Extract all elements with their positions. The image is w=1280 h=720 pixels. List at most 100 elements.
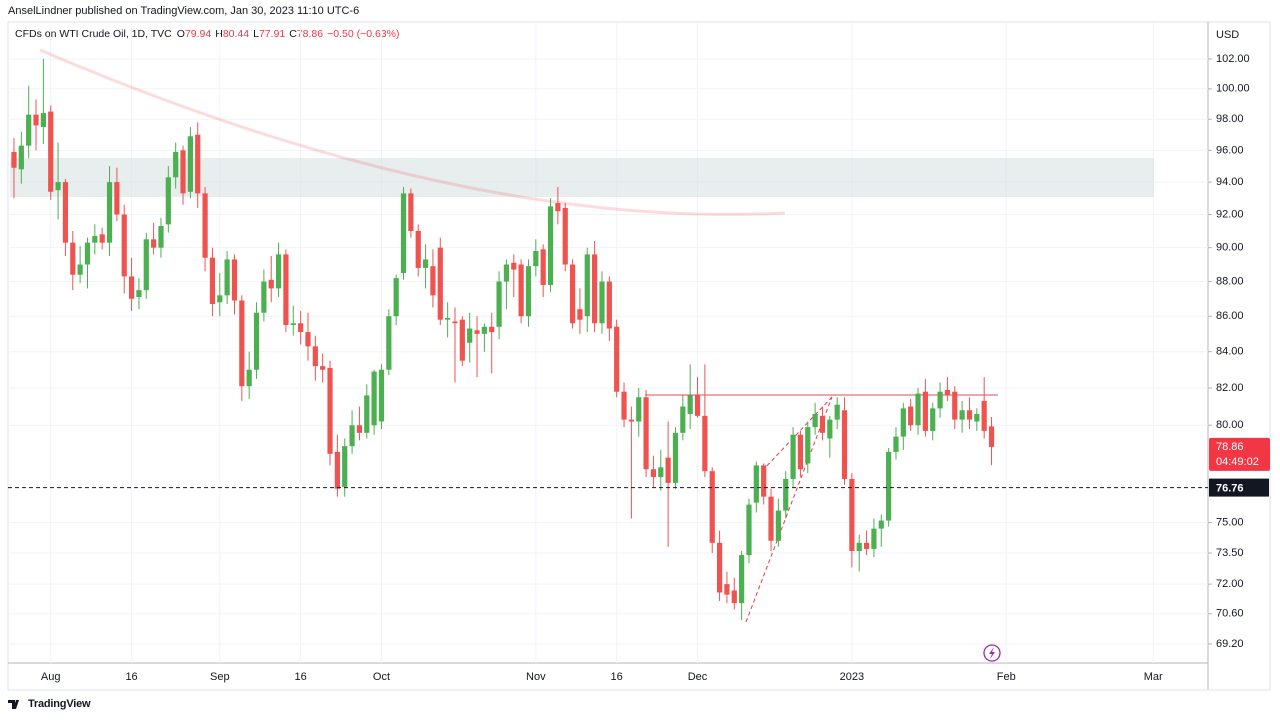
candle-body — [886, 451, 892, 521]
candle-body — [467, 328, 473, 343]
candle-body — [856, 542, 862, 551]
candle-body — [114, 182, 120, 215]
x-tick-label: Mar — [1144, 671, 1163, 683]
candle-body — [783, 478, 789, 511]
y-tick-label: 96.00 — [1216, 144, 1244, 156]
candle-body — [922, 391, 928, 431]
y-tick-label: 86.00 — [1216, 310, 1244, 322]
replay-icon[interactable] — [983, 644, 1001, 662]
candle-body — [33, 114, 39, 126]
candle-body — [195, 134, 201, 194]
level-label-box — [1209, 478, 1269, 497]
y-tick-label: 84.00 — [1216, 346, 1244, 358]
candle-body — [680, 406, 686, 433]
candle-body — [400, 193, 407, 274]
candle-body — [805, 427, 811, 464]
legend-key: C — [289, 28, 297, 40]
candle-body — [908, 406, 914, 426]
candle-body — [966, 410, 973, 420]
candle-body — [768, 496, 774, 541]
x-tick-label: Feb — [997, 671, 1016, 683]
candle-body — [430, 266, 436, 296]
candle-body — [143, 239, 149, 291]
candle-body — [327, 367, 333, 454]
legend-key: O — [176, 28, 185, 40]
logo — [8, 700, 19, 709]
candle-body — [930, 408, 936, 431]
x-tick-label: Sep — [210, 671, 230, 683]
legend-value: 80.44 — [222, 28, 250, 40]
candle-body — [92, 235, 98, 243]
candle-body — [643, 397, 649, 470]
candle-body — [364, 395, 370, 433]
candle-body — [797, 434, 804, 470]
candle-body — [944, 389, 951, 396]
candle-body — [408, 193, 414, 232]
candle-body — [863, 542, 870, 549]
level-label: 76.76 — [1216, 482, 1244, 494]
candle-body — [121, 214, 127, 277]
candle-body — [584, 254, 590, 317]
legend-key: L — [253, 28, 259, 40]
x-tick-label: Oct — [373, 671, 390, 683]
candle-body — [753, 465, 759, 503]
candle-body — [790, 434, 796, 479]
candle-body — [761, 465, 767, 497]
candle-body — [636, 397, 642, 422]
publish-info: AnselLindner published on TradingView.co… — [8, 5, 360, 17]
candle-body — [246, 369, 252, 387]
candle-body — [342, 446, 348, 487]
candle-body — [658, 467, 664, 478]
candle-body — [84, 242, 91, 265]
candle-body — [746, 504, 752, 556]
candle-body — [665, 457, 671, 483]
candle-body — [819, 415, 826, 433]
y-tick-label: 100.00 — [1216, 83, 1250, 95]
candle-body — [900, 408, 906, 437]
channel-line — [745, 396, 833, 623]
candle-body — [533, 251, 539, 267]
candle-body — [724, 584, 730, 595]
candle-body — [988, 426, 995, 447]
icon-bolt[interactable] — [989, 647, 995, 659]
icon-circle[interactable] — [983, 644, 1001, 662]
candle-body — [716, 542, 723, 593]
candle-body — [231, 259, 238, 301]
x-tick-label: 2023 — [840, 671, 864, 683]
candle-body — [827, 419, 833, 439]
candle-body — [481, 326, 487, 334]
candle-body — [180, 150, 186, 194]
candle-body — [739, 555, 745, 604]
candle-body — [70, 242, 76, 275]
candle-body — [694, 395, 701, 416]
candle-body — [952, 391, 958, 420]
supply-zone — [10, 158, 1154, 197]
y-tick-label: 70.60 — [1216, 608, 1244, 620]
legend-value: 77.91 — [258, 28, 286, 40]
candle-body — [26, 114, 32, 146]
candle-body — [540, 249, 546, 285]
candle-body — [489, 326, 495, 333]
candle-body — [62, 182, 69, 243]
candle-body — [290, 323, 296, 326]
candle-body — [871, 528, 877, 549]
candle-body — [334, 451, 340, 489]
legend-value: 79.94 — [184, 28, 212, 40]
candle-body — [349, 425, 355, 447]
legend-key: H — [215, 28, 223, 40]
candle-body — [55, 182, 61, 191]
candle-body — [687, 395, 693, 414]
candle-body — [915, 393, 921, 426]
candle-body — [599, 281, 605, 324]
y-tick-label: 92.00 — [1216, 208, 1244, 220]
candle-body — [151, 239, 157, 248]
candle-body — [261, 281, 267, 313]
candle-body — [165, 177, 171, 225]
candle-body — [40, 113, 46, 127]
logo-mark — [8, 700, 19, 709]
arc-drawing — [39, 48, 786, 216]
candle-body — [959, 410, 965, 420]
x-tick-label: 16 — [125, 671, 137, 683]
candle-body — [445, 317, 451, 320]
